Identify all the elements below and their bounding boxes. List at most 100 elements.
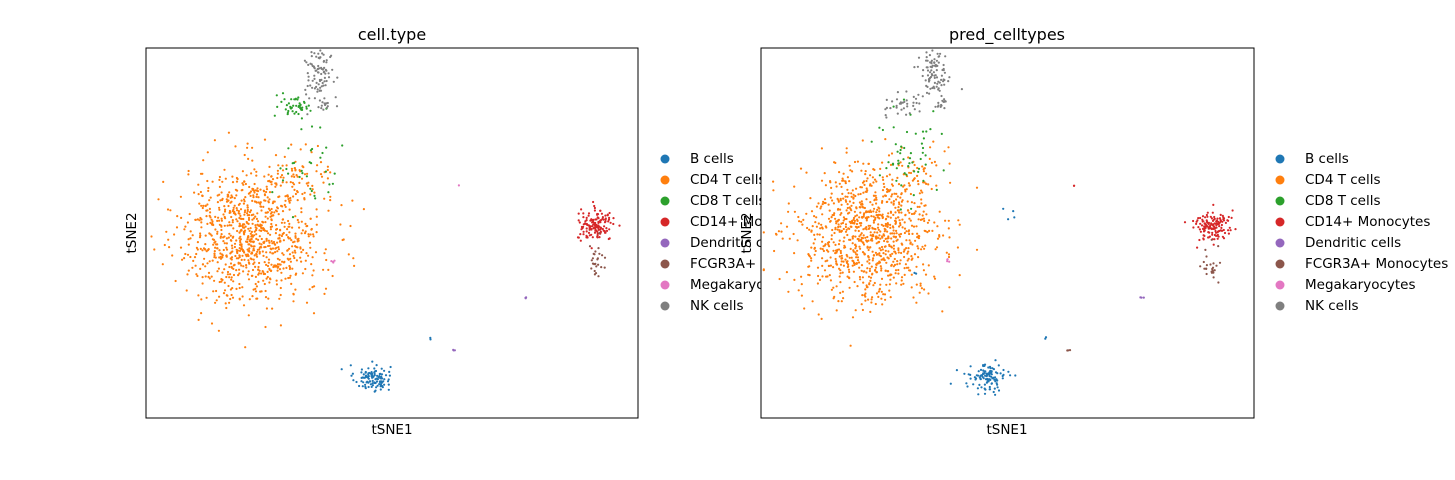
data-point <box>911 243 914 246</box>
legend-marker <box>1275 196 1285 206</box>
data-point <box>920 248 923 251</box>
data-point <box>249 227 252 230</box>
data-point <box>830 216 833 219</box>
data-point <box>186 273 189 276</box>
data-point <box>238 222 241 225</box>
data-point <box>897 268 900 272</box>
data-point <box>941 310 944 313</box>
data-point <box>884 269 887 272</box>
data-point <box>905 239 908 242</box>
data-point <box>597 220 600 223</box>
data-point <box>1227 232 1230 235</box>
data-point <box>305 175 308 178</box>
data-point <box>873 207 876 210</box>
data-point <box>196 274 199 278</box>
data-point <box>1072 184 1076 187</box>
data-point <box>833 212 836 215</box>
data-point <box>311 64 314 68</box>
data-point <box>226 224 229 227</box>
data-point <box>598 236 601 239</box>
data-point <box>829 196 832 199</box>
data-point <box>897 162 900 165</box>
data-point <box>256 297 259 300</box>
data-point <box>958 223 961 226</box>
data-point <box>201 194 204 198</box>
data-point <box>875 211 878 214</box>
data-point <box>920 287 924 290</box>
data-point <box>269 247 272 250</box>
data-point <box>298 169 301 172</box>
data-point <box>938 210 941 213</box>
data-point <box>263 282 266 286</box>
data-point <box>291 185 294 188</box>
data-point <box>225 246 228 249</box>
data-point <box>223 268 226 271</box>
data-point <box>287 237 290 240</box>
data-point <box>253 191 256 194</box>
data-point <box>884 222 887 226</box>
data-point <box>898 233 901 236</box>
data-point <box>866 235 869 239</box>
data-point <box>862 281 865 284</box>
data-point <box>902 158 905 161</box>
data-point <box>846 203 849 206</box>
data-point <box>931 86 934 90</box>
data-point <box>897 201 901 204</box>
data-point <box>825 249 829 252</box>
data-point <box>273 114 276 117</box>
data-point <box>246 240 249 244</box>
data-point <box>307 235 310 238</box>
data-point <box>888 243 891 246</box>
panel-cell-type: cell.type tSNE1 tSNE2 B cells CD4 T cell… <box>124 25 833 438</box>
data-point <box>852 250 855 253</box>
data-point <box>871 296 874 299</box>
data-point <box>872 219 876 222</box>
data-point <box>592 200 595 204</box>
data-point <box>367 375 370 378</box>
data-point <box>883 259 886 262</box>
data-point <box>595 265 598 268</box>
data-point <box>590 247 593 250</box>
data-point <box>891 162 895 165</box>
data-point <box>582 230 585 233</box>
data-point <box>822 200 825 203</box>
data-point <box>225 255 228 258</box>
data-point <box>312 269 315 272</box>
data-point <box>269 251 272 254</box>
data-point <box>603 225 606 228</box>
data-point <box>839 213 842 216</box>
data-point <box>299 107 302 110</box>
data-point <box>241 188 244 192</box>
data-point <box>924 204 927 207</box>
data-point <box>235 239 238 242</box>
data-point <box>827 243 830 246</box>
data-point <box>207 275 210 278</box>
data-point <box>936 225 939 228</box>
data-point <box>905 130 909 134</box>
data-point <box>281 218 285 221</box>
data-point <box>266 275 269 279</box>
data-point <box>918 205 921 208</box>
data-point <box>996 386 999 389</box>
data-point <box>942 63 945 67</box>
data-point <box>813 215 816 218</box>
data-point <box>259 202 262 205</box>
data-point <box>218 193 221 196</box>
data-point <box>166 208 170 211</box>
data-point <box>829 180 832 183</box>
data-point <box>233 245 236 249</box>
data-point <box>218 295 221 298</box>
data-point <box>884 218 888 221</box>
data-point <box>874 251 878 254</box>
data-point <box>836 220 839 223</box>
data-point <box>930 187 933 191</box>
data-point <box>278 234 281 237</box>
data-point <box>600 266 603 269</box>
data-point <box>919 157 922 161</box>
data-point <box>832 286 835 289</box>
data-point <box>305 105 308 108</box>
data-point <box>925 182 928 185</box>
data-point <box>855 187 858 190</box>
data-point <box>594 272 598 275</box>
data-point <box>193 256 197 259</box>
